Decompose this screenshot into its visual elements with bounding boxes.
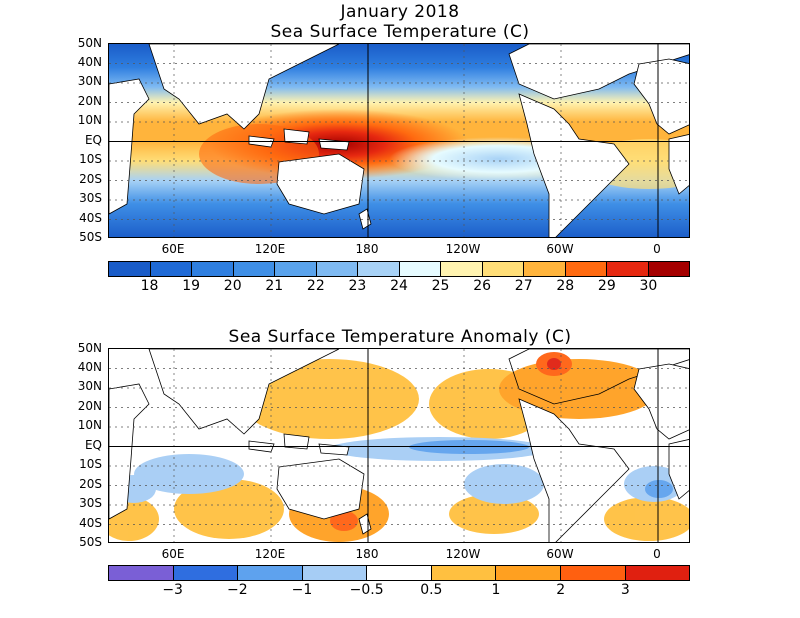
anomaly-colorbar-label: 0.5 bbox=[420, 582, 443, 598]
sst-lat-label: 10N bbox=[77, 113, 102, 127]
sst-lon-label: 180 bbox=[355, 242, 379, 256]
chart-title-anomaly: Sea Surface Temperature Anomaly (C) bbox=[228, 327, 572, 347]
sst-colorbar-swatch bbox=[275, 262, 317, 276]
anomaly-lat-label: 50N bbox=[77, 341, 102, 355]
sst-colorbar-swatch bbox=[482, 262, 524, 276]
anomaly-lon-label: 60E bbox=[161, 547, 185, 561]
anomaly-lat-label: 40N bbox=[77, 360, 102, 374]
anomaly-colorbar-swatch bbox=[302, 566, 368, 580]
sst-colorbar-label: 25 bbox=[431, 278, 450, 294]
anomaly-colorbar-swatch bbox=[173, 566, 239, 580]
sst-colorbar-swatch bbox=[524, 262, 566, 276]
sst-colorbar-swatch bbox=[150, 262, 192, 276]
sst-colorbar-label: 26 bbox=[473, 278, 492, 294]
sst-colorbar-swatch bbox=[316, 262, 358, 276]
anomaly-gridlines bbox=[109, 349, 689, 542]
anomaly-lon-label: 60W bbox=[546, 547, 574, 561]
sst-colorbar-swatch bbox=[648, 262, 689, 276]
anomaly-lat-label: EQ bbox=[84, 438, 102, 452]
sst-colorbar-label: 19 bbox=[182, 278, 201, 294]
anomaly-map bbox=[108, 348, 690, 543]
anomaly-colorbar-swatch bbox=[496, 566, 561, 580]
anomaly-lat-label: 10N bbox=[77, 418, 102, 432]
anomaly-colorbar-label: 3 bbox=[620, 582, 630, 598]
sst-lat-label: 50N bbox=[77, 36, 102, 50]
anomaly-colorbar-label: −3 bbox=[162, 582, 183, 598]
sst-lon-label: 120W bbox=[445, 242, 481, 256]
sst-colorbar-swatch bbox=[109, 262, 151, 276]
anomaly-colorbar-label: 1 bbox=[491, 582, 501, 598]
sst-lat-label: 30N bbox=[77, 74, 102, 88]
sst-colorbar-label: 23 bbox=[348, 278, 367, 294]
chart-title-date: January 2018 bbox=[340, 2, 460, 22]
anomaly-lat-label: 20N bbox=[77, 399, 102, 413]
sst-colorbar-label: 21 bbox=[265, 278, 284, 294]
anomaly-colorbar-swatch bbox=[560, 566, 626, 580]
sst-lat-label: 20S bbox=[79, 172, 102, 186]
sst-lat-label: 50S bbox=[79, 230, 102, 244]
sst-colorbar-label: 18 bbox=[140, 278, 159, 294]
sst-lat-label: 20N bbox=[77, 94, 102, 108]
sst-colorbar-label: 30 bbox=[639, 278, 658, 294]
anomaly-lon-label: 120W bbox=[445, 547, 481, 561]
sst-lon-label: 120E bbox=[254, 242, 286, 256]
anomaly-lat-label: 20S bbox=[79, 477, 102, 491]
sst-colorbar-label: 22 bbox=[306, 278, 325, 294]
anomaly-map-field bbox=[109, 349, 689, 542]
anomaly-colorbar-swatch bbox=[367, 566, 432, 580]
chart-title-sst: Sea Surface Temperature (C) bbox=[270, 22, 530, 42]
anomaly-lon-label: 180 bbox=[355, 547, 379, 561]
sst-colorbar-swatch bbox=[441, 262, 483, 276]
sst-lon-label: 60E bbox=[161, 242, 185, 256]
sst-colorbar-swatch bbox=[399, 262, 441, 276]
sst-colorbar-label: 24 bbox=[390, 278, 408, 294]
sst-colorbar-label: 27 bbox=[514, 278, 533, 294]
anomaly-colorbar-label: −2 bbox=[227, 582, 248, 598]
anomaly-colorbar-swatch bbox=[625, 566, 690, 580]
sst-colorbar-swatch bbox=[192, 262, 234, 276]
anomaly-lat-label: 30S bbox=[79, 496, 102, 510]
anomaly-colorbar bbox=[108, 565, 690, 581]
sst-lat-label: 30S bbox=[79, 191, 102, 205]
sst-map-field bbox=[109, 44, 689, 237]
sst-lat-label: EQ bbox=[84, 133, 102, 147]
anomaly-colorbar-label: −1 bbox=[291, 582, 313, 598]
sst-colorbar-swatch bbox=[607, 262, 649, 276]
sst-lat-label: 40S bbox=[79, 211, 102, 225]
anomaly-lat-label: 50S bbox=[79, 535, 102, 549]
anomaly-colorbar-swatch bbox=[431, 566, 497, 580]
sst-lat-label: 10S bbox=[79, 152, 102, 166]
anomaly-colorbar-label: 2 bbox=[556, 582, 566, 598]
anomaly-lat-label: 40S bbox=[79, 516, 102, 530]
anomaly-lat-label: 30N bbox=[77, 379, 102, 393]
sst-colorbar-swatch bbox=[358, 262, 400, 276]
sst-colorbar-label: 28 bbox=[556, 278, 575, 294]
anomaly-colorbar-swatch bbox=[109, 566, 174, 580]
sst-gridlines bbox=[109, 44, 689, 237]
sst-map bbox=[108, 43, 690, 238]
anomaly-colorbar-label: −0.5 bbox=[349, 582, 384, 598]
sst-colorbar bbox=[108, 261, 690, 277]
anomaly-colorbar-swatch bbox=[238, 566, 303, 580]
sst-colorbar-swatch bbox=[233, 262, 275, 276]
anomaly-lon-label: 120E bbox=[254, 547, 286, 561]
sst-colorbar-label: 20 bbox=[223, 278, 242, 294]
sst-lat-label: 40N bbox=[77, 55, 102, 69]
sst-colorbar-swatch bbox=[565, 262, 607, 276]
sst-lon-label: 0 bbox=[653, 242, 661, 256]
anomaly-lon-label: 0 bbox=[653, 547, 661, 561]
anomaly-lat-label: 10S bbox=[79, 457, 102, 471]
sst-colorbar-label: 29 bbox=[597, 278, 616, 294]
sst-lon-label: 60W bbox=[546, 242, 574, 256]
